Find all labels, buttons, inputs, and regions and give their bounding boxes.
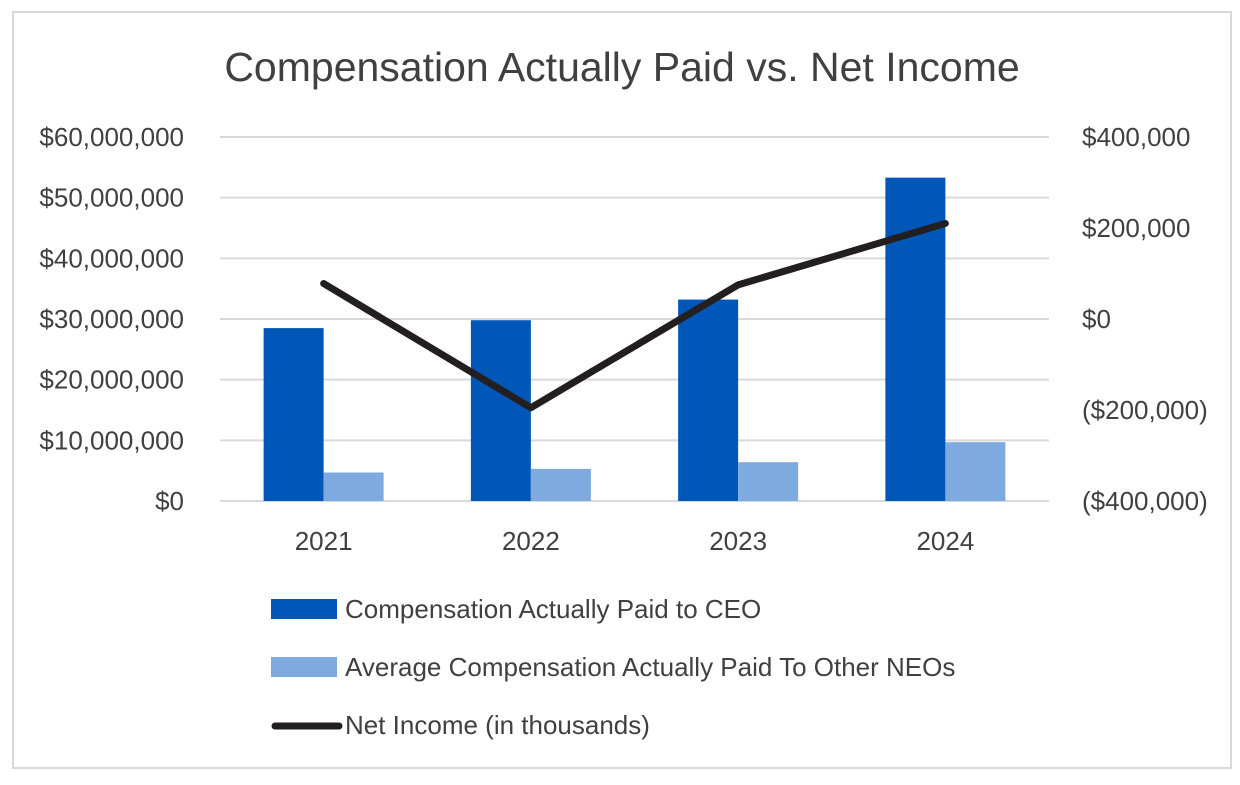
legend-label: Net Income (in thousands): [345, 710, 650, 740]
category-label: 2021: [295, 526, 353, 556]
left-axis-tick-label: $40,000,000: [39, 243, 184, 273]
left-axis-tick-label: $10,000,000: [39, 425, 184, 455]
right-axis-tick-label: $200,000: [1082, 213, 1190, 243]
left-axis-ticks: $0 $10,000,000 $20,000,000 $30,000,000 $40,0…: [39, 122, 184, 516]
chart: Compensation Actually Paid vs. Net Incom…: [39, 44, 1208, 740]
neo-compensation-bar: [738, 462, 799, 501]
gridlines: [220, 136, 1049, 502]
right-axis-tick-label: ($200,000): [1082, 395, 1208, 425]
left-axis-tick-label: $0: [155, 486, 184, 516]
ceo-compensation-bar: [263, 328, 324, 501]
bars: [263, 177, 1006, 501]
legend-label: Compensation Actually Paid to CEO: [345, 594, 761, 624]
category-label: 2023: [709, 526, 767, 556]
right-axis-tick-label: ($400,000): [1082, 486, 1208, 516]
legend-label: Average Compensation Actually Paid To Ot…: [345, 652, 955, 682]
legend: Compensation Actually Paid to CEO Average…: [271, 594, 955, 740]
left-axis-tick-label: $60,000,000: [39, 122, 184, 152]
chart-title: Compensation Actually Paid vs. Net Incom…: [224, 44, 1019, 90]
right-axis-tick-label: $0: [1082, 304, 1111, 334]
legend-swatch: [271, 599, 337, 619]
category-labels: 2021 2022 2023 2024: [295, 526, 975, 556]
neo-compensation-bar: [945, 442, 1006, 501]
neo-compensation-bar: [323, 472, 384, 501]
right-axis-ticks: ($400,000) ($200,000) $0 $200,000 $400,000: [1082, 122, 1208, 516]
left-axis-tick-label: $30,000,000: [39, 304, 184, 334]
chart-frame: Compensation Actually Paid vs. Net Incom…: [12, 11, 1232, 769]
ceo-compensation-bar: [678, 299, 739, 501]
net-income-line-group: [320, 219, 949, 412]
right-axis-tick-label: $400,000: [1082, 122, 1190, 152]
left-axis-tick-label: $50,000,000: [39, 183, 184, 213]
net-income-line: [320, 219, 949, 412]
legend-swatch: [271, 657, 337, 677]
category-label: 2022: [502, 526, 560, 556]
neo-compensation-bar: [530, 468, 591, 501]
left-axis-tick-label: $20,000,000: [39, 365, 184, 395]
ceo-compensation-bar: [470, 320, 531, 501]
category-label: 2024: [916, 526, 974, 556]
